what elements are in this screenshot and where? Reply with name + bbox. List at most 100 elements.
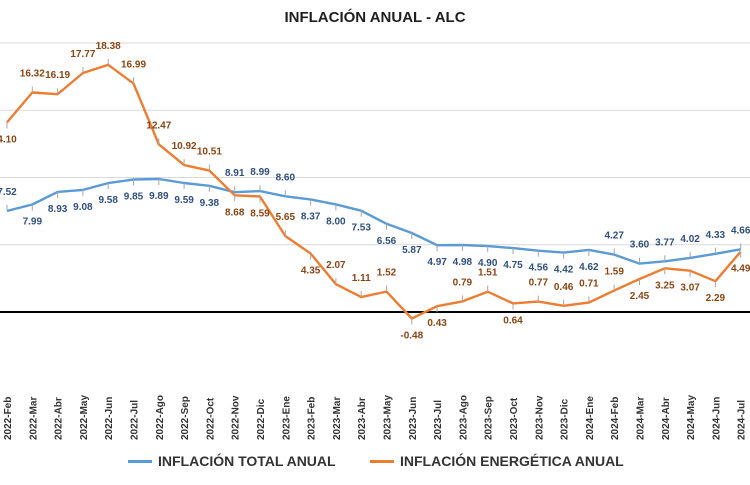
x-tick-label: 2024-Jun — [711, 397, 722, 440]
data-label-energetica: 2.07 — [326, 260, 346, 271]
data-label-total: 8.37 — [301, 211, 321, 222]
x-tick-label: 2023-Sep — [484, 396, 495, 440]
x-tick-label: 2023-Ago — [458, 395, 469, 440]
data-label-energetica: 1.11 — [352, 273, 371, 284]
chart-title: INFLACIÓN ANUAL - ALC — [284, 9, 466, 26]
legend-swatch-energetica — [370, 459, 394, 463]
data-label-total: 9.08 — [73, 202, 93, 213]
legend-item-total: INFLACIÓN TOTAL ANUAL — [128, 453, 336, 469]
series-line-total — [6, 177, 741, 265]
data-label-energetica: 5.65 — [276, 212, 296, 223]
x-tick-label: 2022-Ago — [155, 395, 166, 440]
x-tick-label: 2022-Mar — [28, 397, 39, 440]
data-label-total: 4.98 — [453, 257, 473, 268]
data-label-total: 4.97 — [427, 257, 447, 268]
data-label-total: 3.60 — [630, 240, 650, 251]
series-line-energetica — [6, 63, 742, 320]
series-lines — [6, 63, 742, 320]
x-tick-label: 2022-Abr — [54, 397, 65, 440]
data-label-energetica: 18.38 — [96, 41, 121, 52]
data-label-total: 5.87 — [402, 245, 422, 256]
data-label-total: 8.00 — [326, 216, 346, 227]
data-label-total: 4.27 — [604, 231, 624, 242]
data-label-total: 8.99 — [250, 167, 270, 178]
legend-item-energetica: INFLACIÓN ENERGÉTICA ANUAL — [370, 453, 624, 469]
data-label-energetica: 2.29 — [706, 293, 726, 304]
x-tick-label: 2023-Mar — [332, 397, 343, 440]
gridlines — [0, 42, 750, 313]
x-tick-label: 2023-Jul — [433, 400, 444, 440]
data-label-energetica: 8.59 — [250, 208, 270, 219]
x-tick-label: 2023-Ene — [281, 396, 292, 440]
legend-label-energetica: INFLACIÓN ENERGÉTICA ANUAL — [400, 453, 624, 469]
data-label-energetica: 1.52 — [377, 268, 397, 279]
data-label-total: 8.93 — [48, 204, 68, 215]
x-tick-label: 2023-Oct — [509, 397, 520, 440]
data-label-total: 8.91 — [225, 168, 245, 179]
x-tick-label: 2023-Feb — [307, 397, 318, 440]
data-label-total: 9.85 — [124, 192, 144, 203]
data-label-total: 8.60 — [276, 172, 296, 183]
data-label-energetica: 1.59 — [604, 267, 624, 278]
x-tick-label: 2022-May — [79, 395, 90, 440]
data-label-energetica: 0.43 — [427, 318, 447, 329]
data-label-energetica: 8.68 — [225, 207, 245, 218]
data-label-energetica: 12.47 — [146, 120, 171, 131]
x-tick-label: 2024-Ene — [585, 396, 596, 440]
data-label-total: 7.53 — [351, 223, 371, 234]
data-label-energetica: 0.64 — [503, 315, 523, 326]
data-label-total: 7.99 — [23, 217, 43, 228]
data-label-energetica: 2.45 — [630, 291, 650, 302]
data-label-total: 3.77 — [655, 237, 675, 248]
data-label-total: 4.66 — [731, 225, 750, 236]
legend-swatch-total — [128, 459, 152, 463]
data-label-total: 4.33 — [706, 230, 726, 241]
x-tick-label: 2022-Feb — [3, 397, 14, 440]
x-tick-label: 2022-Dic — [256, 398, 267, 440]
data-label-energetica: 1.51 — [478, 268, 498, 279]
data-label-energetica: 4.49 — [731, 264, 750, 275]
x-tick-label: 2022-Oct — [205, 397, 216, 440]
legend-label-total: INFLACIÓN TOTAL ANUAL — [158, 453, 336, 469]
data-label-energetica: 16.99 — [121, 59, 146, 70]
x-tick-label: 2022-Jun — [104, 397, 115, 440]
x-tick-label: 2023-May — [383, 395, 394, 440]
data-label-energetica: 3.07 — [680, 283, 700, 294]
data-label-total: 4.02 — [680, 234, 700, 245]
data-label-total: 4.90 — [478, 258, 498, 269]
data-label-energetica: 10.92 — [172, 141, 197, 152]
data-label-total: 7.52 — [0, 187, 17, 198]
data-label-energetica: 0.46 — [554, 282, 574, 293]
x-tick-label: 2024-Jul — [737, 400, 748, 440]
x-tick-label: 2022-Nov — [231, 395, 242, 440]
data-label-total: 9.38 — [200, 198, 220, 209]
data-labels: 7.52 7.99 8.93 9.08 9.58 9.85 9.89 9.59 9.38 8.91… — [0, 41, 750, 342]
x-tick-label: 2024-Feb — [610, 397, 621, 440]
data-label-energetica: -0.48 — [400, 330, 423, 341]
x-tick-label: 2024-Abr — [661, 397, 672, 440]
data-label-energetica: 0.71 — [579, 278, 599, 289]
data-label-energetica: 17.77 — [70, 49, 95, 60]
data-label-energetica: 0.77 — [529, 278, 549, 289]
data-label-total: 4.62 — [579, 262, 599, 273]
x-tick-label: 2023-Jun — [408, 397, 419, 440]
data-label-energetica: 4.35 — [301, 265, 321, 276]
data-label-energetica: 3.25 — [655, 280, 675, 291]
x-tick-label: 2024-Mar — [636, 397, 647, 440]
data-label-energetica: 10.51 — [197, 147, 222, 158]
data-label-total: 4.42 — [554, 265, 574, 276]
x-tick-label: 2022-Sep — [180, 396, 191, 440]
data-label-total: 6.56 — [377, 236, 397, 247]
data-label-energetica: 16.32 — [20, 68, 45, 79]
data-label-total: 4.75 — [503, 260, 523, 271]
x-tick-label: 2024-May — [686, 395, 697, 440]
x-tick-label: 2023-Abr — [357, 397, 368, 440]
data-label-total: 4.56 — [529, 263, 549, 274]
data-label-total: 9.58 — [98, 195, 118, 206]
data-label-energetica: 0.79 — [453, 277, 473, 288]
x-axis-ticks: 2022-Feb 2022-Mar 2022-Abr 2022-May 2022-Jun… — [3, 395, 748, 440]
data-label-energetica: 16.19 — [45, 70, 70, 81]
data-label-total: 9.59 — [174, 195, 194, 206]
x-tick-label: 2023-Dic — [560, 398, 571, 440]
